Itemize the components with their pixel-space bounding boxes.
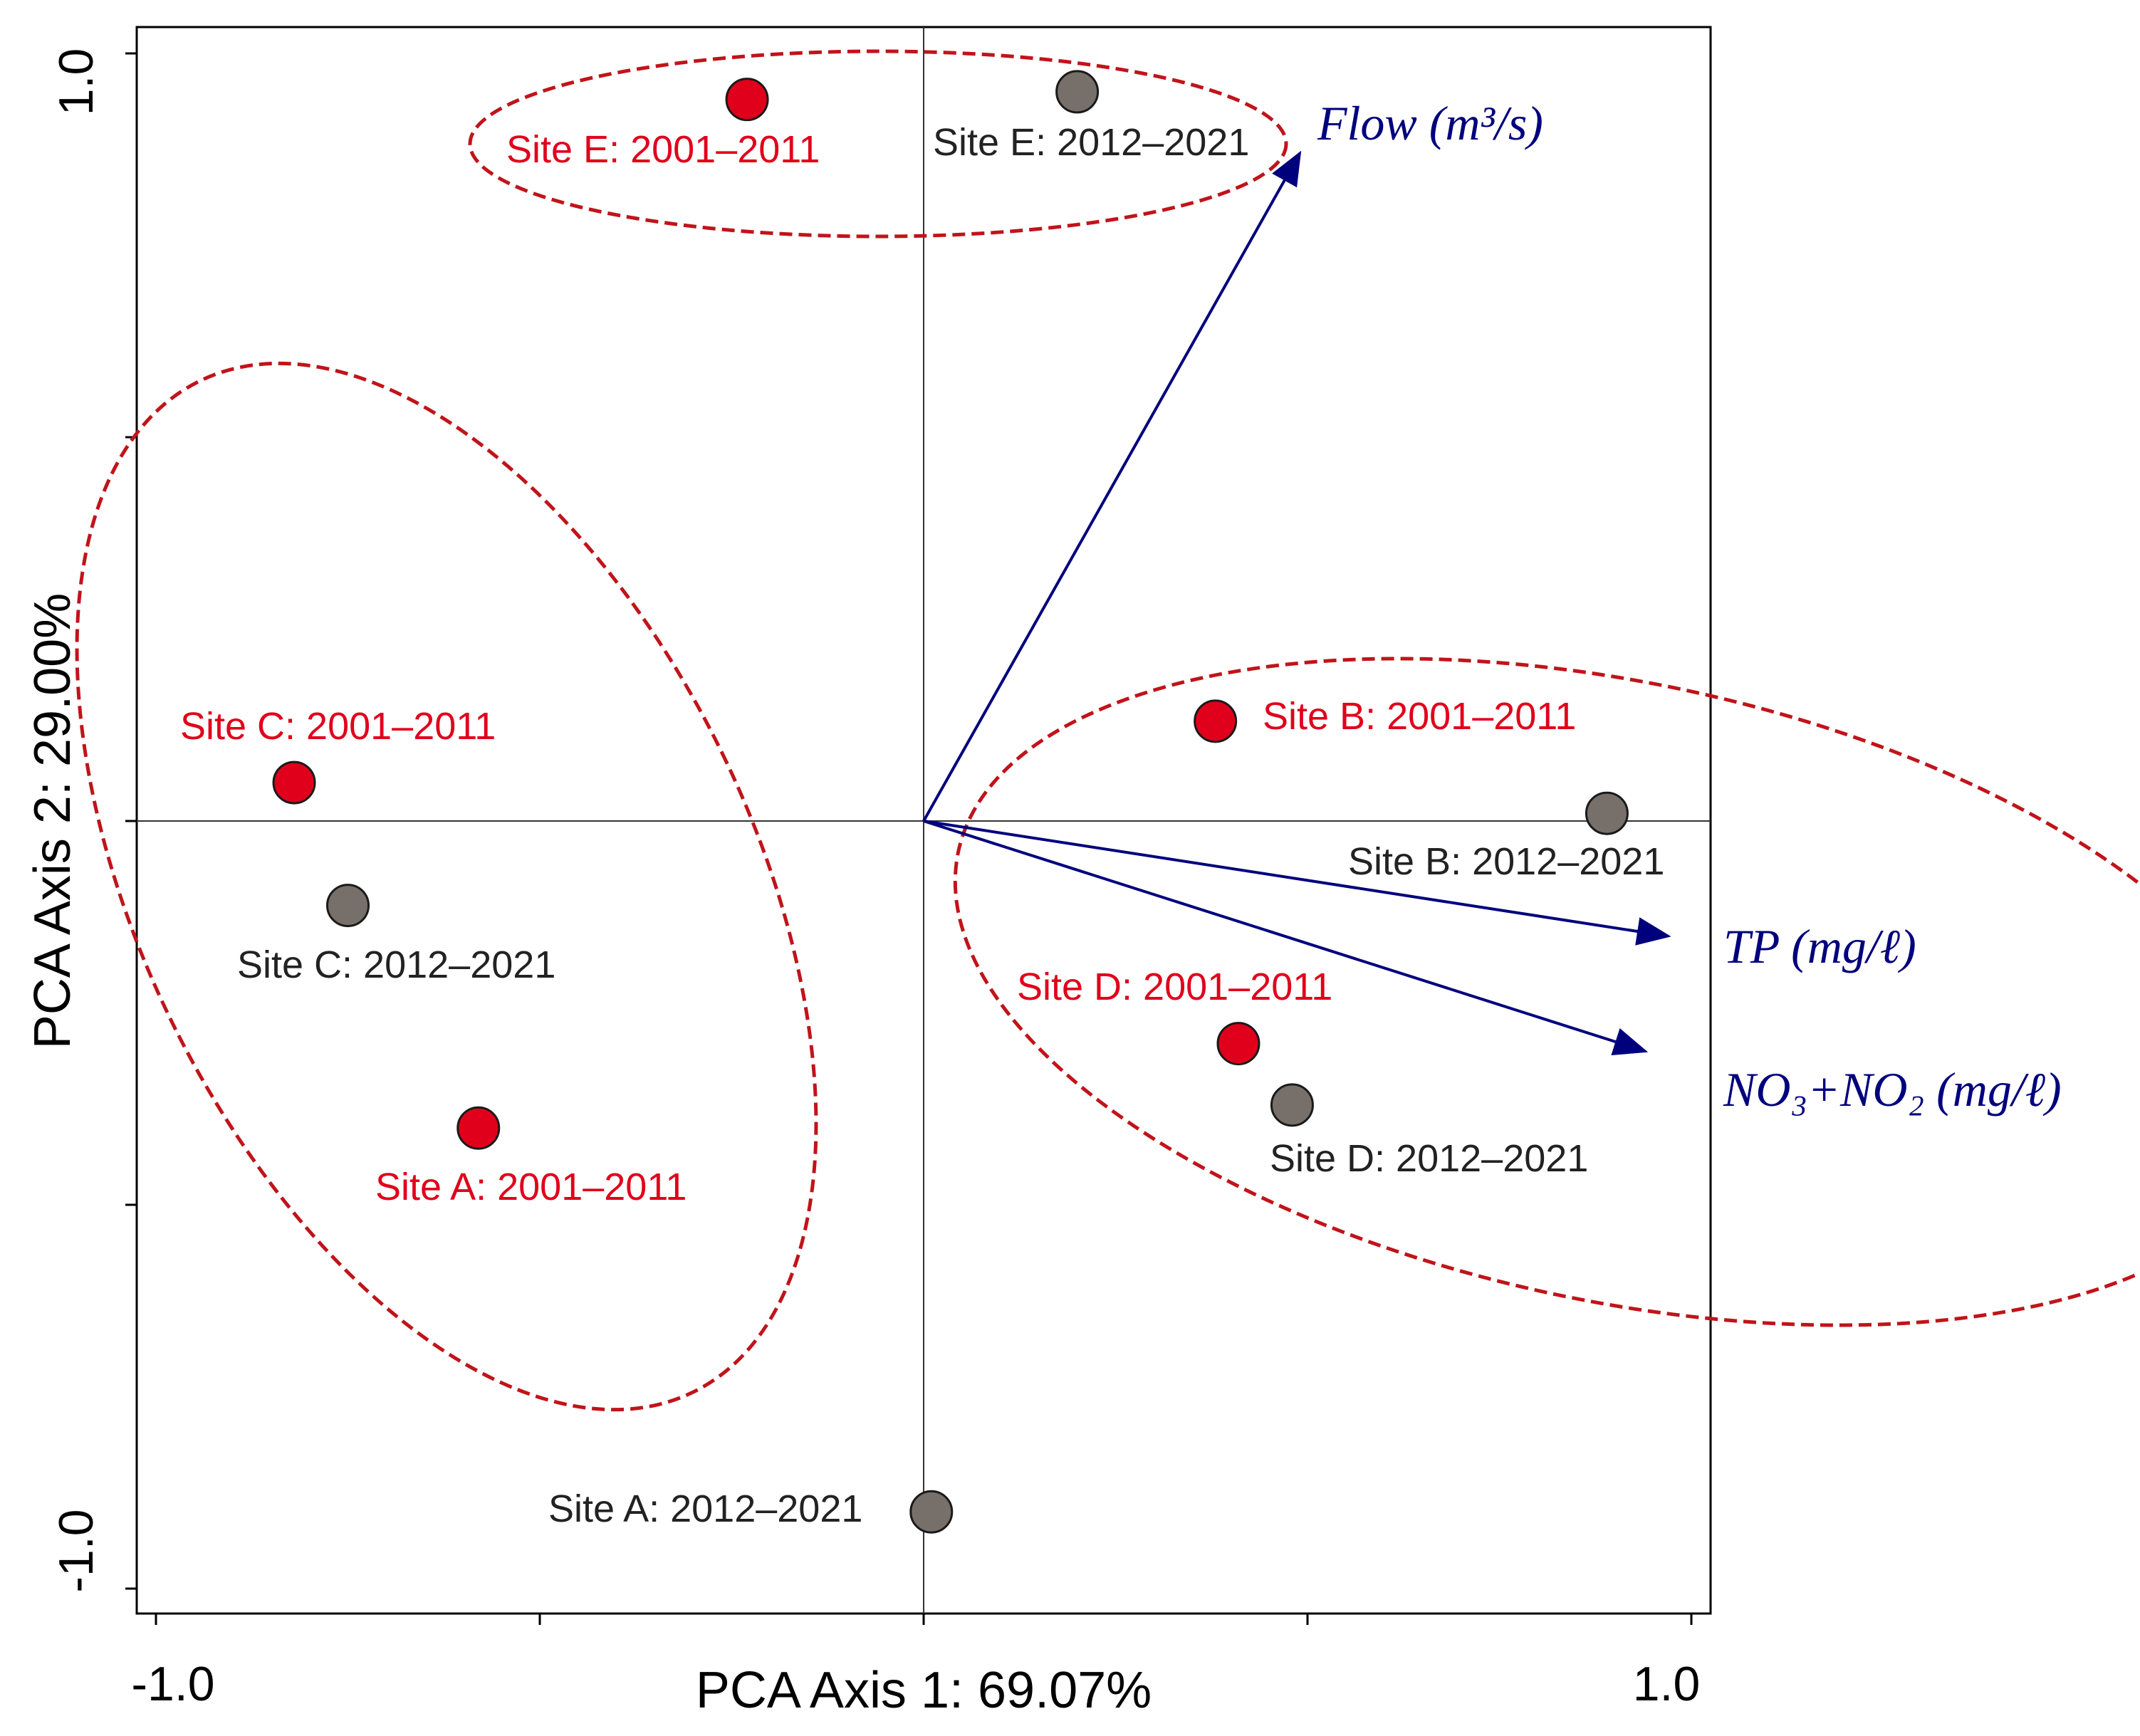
- y-tick-label-min: -1.0: [49, 1509, 103, 1592]
- point-labels: Site A: 2001–2011 Site B: 2001–2011 Site…: [180, 121, 1664, 1530]
- label-site-b-2012: Site B: 2012–2021: [1348, 840, 1664, 883]
- vector-label-tp: TP (mg/ℓ): [1723, 919, 1916, 973]
- y-tick-label-max: 1.0: [49, 48, 103, 116]
- group-ellipses: [75, 49, 2140, 1412]
- label-site-d-2012: Site D: 2012–2021: [1270, 1137, 1588, 1180]
- group-ellipse-site-e: [468, 49, 1288, 239]
- loading-vectors: [922, 150, 1671, 1056]
- point-series1-3: [1270, 1083, 1314, 1127]
- y-axis-title: PCA Axis 2: 29.00%: [24, 593, 81, 1049]
- label-site-e-2012: Site E: 2012–2021: [933, 121, 1249, 164]
- x-axis-title: PCA Axis 1: 69.07%: [696, 1662, 1152, 1719]
- loading-vector-0: [922, 150, 1302, 822]
- point-series1-2: [326, 884, 370, 928]
- label-site-e-2001: Site E: 2001–2011: [506, 128, 820, 171]
- label-site-c-2012: Site C: 2012–2021: [237, 943, 555, 986]
- point-series0-0: [456, 1106, 501, 1150]
- point-series1-1: [1585, 791, 1629, 835]
- loading-vector-2: [923, 820, 1649, 1056]
- vector-label-flow: Flow (m³/s): [1317, 96, 1543, 150]
- loading-vector-1: [923, 820, 1671, 946]
- point-series0-2: [272, 760, 316, 805]
- vector-label-no3-no2: NO₃+NO₂ (mg/ℓ): [1723, 1062, 2062, 1117]
- point-series1-0: [909, 1490, 954, 1534]
- label-site-b-2001: Site B: 2001–2011: [1263, 695, 1576, 738]
- point-series1-4: [1055, 70, 1100, 114]
- label-site-c-2001: Site C: 2001–2011: [180, 705, 496, 748]
- label-site-a-2012: Site A: 2012–2021: [548, 1487, 862, 1530]
- group-ellipse-sites-b-d: [953, 657, 2140, 1327]
- axis-ticks: [125, 52, 1693, 1625]
- point-series0-4: [725, 78, 769, 122]
- vector-labels: Flow (m³/s) TP (mg/ℓ) NO₃+NO₂ (mg/ℓ): [1317, 96, 2062, 1117]
- label-site-a-2001: Site A: 2001–2011: [375, 1166, 687, 1208]
- group-ellipse-sites-a-c: [75, 361, 818, 1412]
- point-series0-1: [1194, 699, 1238, 743]
- label-site-d-2001: Site D: 2001–2011: [1017, 966, 1332, 1008]
- score-points: [272, 70, 1629, 1534]
- x-tick-label-min: -1.0: [131, 1657, 214, 1711]
- x-tick-label-max: 1.0: [1633, 1657, 1701, 1711]
- point-series0-3: [1216, 1022, 1260, 1066]
